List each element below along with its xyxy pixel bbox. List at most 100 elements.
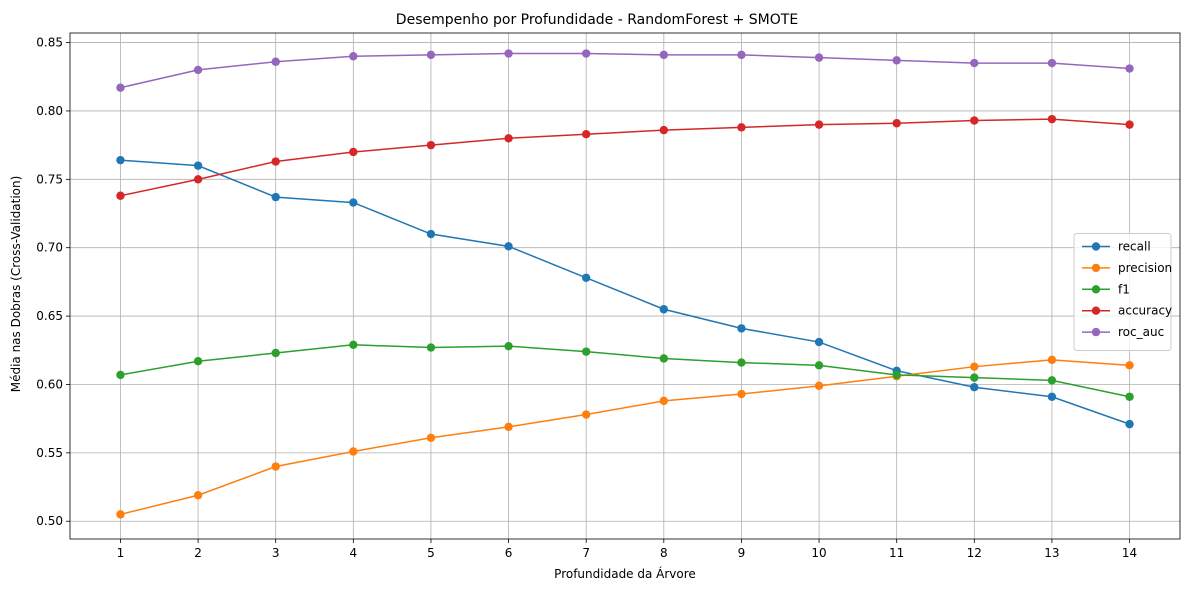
series-line-recall xyxy=(120,159,1130,425)
legend-marker xyxy=(1091,285,1101,294)
data-point-accuracy xyxy=(1047,114,1057,124)
data-point-accuracy xyxy=(814,120,824,129)
data-point-f1 xyxy=(193,357,203,366)
legend-item-precision: precision xyxy=(1082,261,1172,275)
data-point-recall xyxy=(659,305,669,314)
data-point-roc_auc xyxy=(193,65,203,75)
series-precision xyxy=(116,355,1134,519)
legend-item-recall: recall xyxy=(1082,240,1151,254)
legend-label: precision xyxy=(1118,261,1172,275)
legend-item-roc_auc: roc_auc xyxy=(1082,325,1164,339)
data-point-precision xyxy=(581,410,591,419)
y-tick-label: 0.80 xyxy=(36,104,63,118)
data-point-roc_auc xyxy=(892,56,901,65)
data-point-recall xyxy=(193,161,203,170)
y-tick-label: 0.75 xyxy=(36,172,63,186)
data-point-precision xyxy=(116,510,125,519)
legend-label: roc_auc xyxy=(1118,325,1164,339)
data-point-f1 xyxy=(581,347,591,356)
x-axis-label: Profundidade da Árvore xyxy=(554,566,696,581)
data-point-roc_auc xyxy=(659,50,669,60)
data-point-accuracy xyxy=(193,175,203,184)
data-point-roc_auc xyxy=(814,53,824,62)
x-tick-label: 14 xyxy=(1122,546,1137,560)
data-point-recall xyxy=(1047,392,1057,401)
legend-item-f1: f1 xyxy=(1082,282,1130,296)
data-point-roc_auc xyxy=(970,58,979,68)
data-point-recall xyxy=(1125,419,1134,429)
data-point-f1 xyxy=(814,361,824,370)
data-point-accuracy xyxy=(737,123,746,132)
series-f1 xyxy=(116,340,1134,401)
x-tick-label: 7 xyxy=(582,546,590,560)
data-point-accuracy xyxy=(426,140,436,150)
data-point-precision xyxy=(271,462,280,471)
data-point-precision xyxy=(737,389,746,399)
data-point-accuracy xyxy=(659,125,669,135)
legend-label: recall xyxy=(1118,240,1151,254)
legend-label: accuracy xyxy=(1118,304,1172,318)
series-group xyxy=(116,49,1134,519)
data-point-roc_auc xyxy=(349,52,358,61)
data-point-accuracy xyxy=(504,134,513,143)
data-point-precision xyxy=(1125,361,1134,370)
data-point-precision xyxy=(970,362,979,371)
legend-marker xyxy=(1091,306,1101,315)
data-point-roc_auc xyxy=(1125,64,1134,73)
data-point-f1 xyxy=(737,358,746,367)
data-point-roc_auc xyxy=(426,50,436,60)
data-point-precision xyxy=(1047,355,1057,365)
data-point-f1 xyxy=(970,373,979,382)
x-tick-label: 12 xyxy=(967,546,982,560)
data-point-precision xyxy=(193,491,203,500)
data-point-accuracy xyxy=(271,157,280,166)
plot-frame xyxy=(69,32,1181,540)
data-point-precision xyxy=(349,447,358,456)
data-point-roc_auc xyxy=(581,49,591,58)
axes: 1 2 3 4 5 6 7 8 9 10 11 12 13 140.500.550.600.650.700… xyxy=(36,32,1181,560)
data-point-recall xyxy=(814,337,824,347)
series-line-f1 xyxy=(120,344,1130,398)
data-point-roc_auc xyxy=(737,50,746,60)
data-point-recall xyxy=(426,229,436,239)
data-point-recall xyxy=(271,192,280,202)
data-point-f1 xyxy=(659,354,669,363)
data-point-precision xyxy=(426,433,436,442)
chart-title: Desempenho por Profundidade - RandomFore… xyxy=(396,12,798,28)
data-point-precision xyxy=(659,396,669,406)
data-point-f1 xyxy=(892,370,901,380)
legend-box xyxy=(1073,233,1172,351)
x-tick-label: 3 xyxy=(272,546,280,560)
series-roc_auc xyxy=(116,49,1134,92)
x-tick-label: 4 xyxy=(350,546,358,560)
series-line-roc_auc xyxy=(120,52,1130,89)
series-recall xyxy=(116,155,1134,429)
x-tick-label: 6 xyxy=(505,546,513,560)
data-point-roc_auc xyxy=(271,57,280,66)
legend-label: f1 xyxy=(1118,282,1130,296)
y-tick-label: 0.65 xyxy=(36,309,63,323)
y-tick-label: 0.85 xyxy=(36,36,63,50)
x-tick-label: 1 xyxy=(117,546,125,560)
x-tick-label: 2 xyxy=(194,546,202,560)
x-tick-label: 8 xyxy=(660,546,668,560)
y-tick-label: 0.55 xyxy=(36,446,63,460)
data-point-roc_auc xyxy=(504,49,513,58)
data-point-f1 xyxy=(1125,392,1134,401)
data-point-f1 xyxy=(349,340,358,350)
x-tick-label: 5 xyxy=(427,546,435,560)
data-point-f1 xyxy=(426,343,436,352)
x-tick-label: 11 xyxy=(889,546,904,560)
y-tick-label: 0.70 xyxy=(36,241,63,255)
y-tick-label: 0.50 xyxy=(36,514,63,528)
data-point-f1 xyxy=(116,370,125,380)
x-tick-label: 10 xyxy=(811,546,826,560)
legend: recall precision f1 accuracy roc_auc xyxy=(1073,233,1172,351)
data-point-f1 xyxy=(504,341,513,351)
series-accuracy xyxy=(116,114,1134,200)
data-point-recall xyxy=(581,273,591,282)
series-line-precision xyxy=(120,359,1130,516)
data-point-accuracy xyxy=(349,147,358,157)
